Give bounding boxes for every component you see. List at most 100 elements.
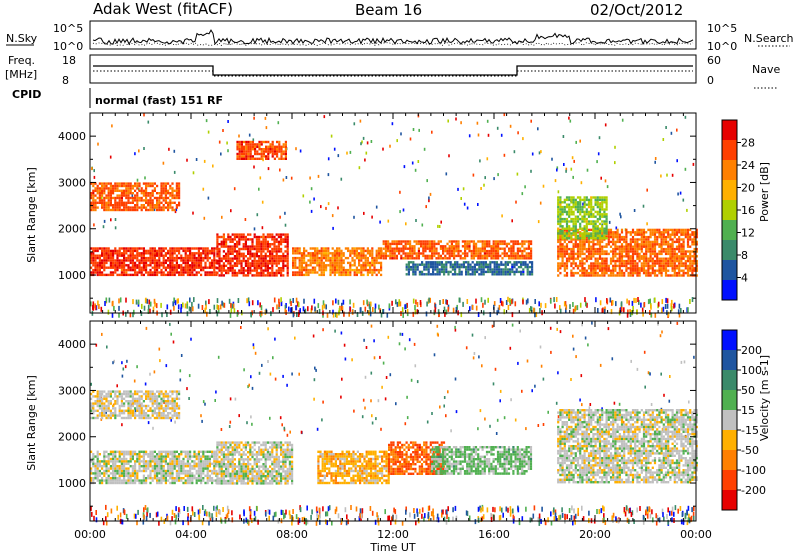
echo-cell <box>140 196 143 200</box>
echo-cell <box>651 262 654 265</box>
echo-cell <box>251 238 254 241</box>
echo-cell <box>440 265 443 269</box>
echo-cell <box>503 247 506 250</box>
noise-mark <box>244 218 247 221</box>
echo-cell <box>266 264 269 267</box>
echo-cell <box>651 257 654 260</box>
echo-cell <box>658 235 661 239</box>
noise-mark <box>219 304 222 310</box>
echo-cell <box>129 201 132 204</box>
echo-cell <box>612 267 615 270</box>
echo-cell <box>240 140 243 144</box>
echo-cell <box>598 255 602 258</box>
echo-cell <box>614 259 617 263</box>
echo-cell <box>171 259 174 262</box>
echo-cell <box>590 267 593 270</box>
noise-mark <box>586 302 588 308</box>
echo-cell <box>627 252 630 256</box>
echo-cell <box>583 217 586 221</box>
echo-cell <box>609 231 613 234</box>
echo-cell <box>587 255 591 258</box>
noise-mark <box>629 312 632 317</box>
echo-cell <box>448 252 451 255</box>
echo-cell <box>320 254 323 257</box>
echo-cell <box>276 150 279 153</box>
echo-cell <box>598 203 602 206</box>
echo-cell <box>598 222 602 226</box>
noise-mark <box>382 147 384 151</box>
echo-cell <box>280 152 283 156</box>
echo-cell <box>429 261 432 264</box>
echo-cell <box>322 252 325 255</box>
echo-cell <box>175 256 178 260</box>
echo-cell <box>258 245 261 248</box>
echo-cell <box>129 259 132 262</box>
noise-mark <box>259 302 261 308</box>
echo-cell <box>576 203 580 206</box>
noise-mark <box>614 161 616 165</box>
echo-cell <box>404 252 407 255</box>
echo-cell <box>513 261 516 264</box>
echo-cell <box>160 273 163 277</box>
echo-cell <box>120 271 123 274</box>
echo-cell <box>260 243 263 246</box>
echo-cell <box>631 259 635 263</box>
echo-cell <box>634 247 637 251</box>
echo-cell <box>407 261 410 264</box>
echo-cell <box>581 198 584 202</box>
echo-cell <box>96 271 99 274</box>
echo-cell <box>296 256 299 260</box>
echo-cell <box>213 249 216 253</box>
echo-cell <box>673 259 676 263</box>
echo-cell <box>592 205 595 209</box>
noise-mark <box>631 510 634 516</box>
echo-cell <box>162 196 165 200</box>
echo-cell <box>255 262 258 265</box>
echo-cell <box>581 243 584 246</box>
echo-cell <box>373 268 376 272</box>
echo-cell <box>265 145 268 148</box>
echo-cell <box>504 270 507 274</box>
echo-cell <box>351 256 354 260</box>
noise-mark <box>149 301 152 307</box>
echo-cell <box>262 257 265 260</box>
echo-cell <box>439 254 442 258</box>
echo-cell <box>366 259 369 262</box>
echo-cell <box>153 268 156 272</box>
echo-cell <box>280 145 283 148</box>
echo-cell <box>631 262 635 265</box>
echo-cell <box>563 234 566 238</box>
echo-cell <box>570 217 573 221</box>
echo-cell <box>236 148 239 151</box>
noise-mark <box>166 312 168 317</box>
echo-cell <box>572 267 575 270</box>
echo-cell <box>640 231 643 234</box>
echo-cell <box>242 235 245 239</box>
echo-cell <box>112 196 115 200</box>
echo-cell <box>421 263 424 266</box>
echo-cell <box>476 261 479 264</box>
echo-cell <box>455 254 458 258</box>
echo-cell <box>158 206 161 209</box>
echo-cell <box>572 247 575 251</box>
echo-cell <box>151 194 154 197</box>
echo-cell <box>153 247 156 250</box>
echo-cell <box>660 259 663 263</box>
echo-cell <box>109 182 112 185</box>
noise-mark <box>664 304 667 309</box>
echo-cell <box>316 271 319 274</box>
echo-cell <box>486 245 489 248</box>
echo-cell <box>605 269 608 272</box>
y-tick-label: 4000 <box>58 130 86 143</box>
echo-cell <box>271 252 274 255</box>
echo-cell <box>284 152 287 156</box>
echo-cell <box>450 247 453 250</box>
noise-mark <box>654 160 656 164</box>
echo-cell <box>94 256 97 260</box>
echo-cell <box>189 254 192 257</box>
echo-cell <box>305 261 308 265</box>
echo-cell <box>216 255 219 258</box>
noise-mark <box>530 306 532 312</box>
echo-cell <box>512 249 515 253</box>
echo-cell <box>574 220 577 223</box>
